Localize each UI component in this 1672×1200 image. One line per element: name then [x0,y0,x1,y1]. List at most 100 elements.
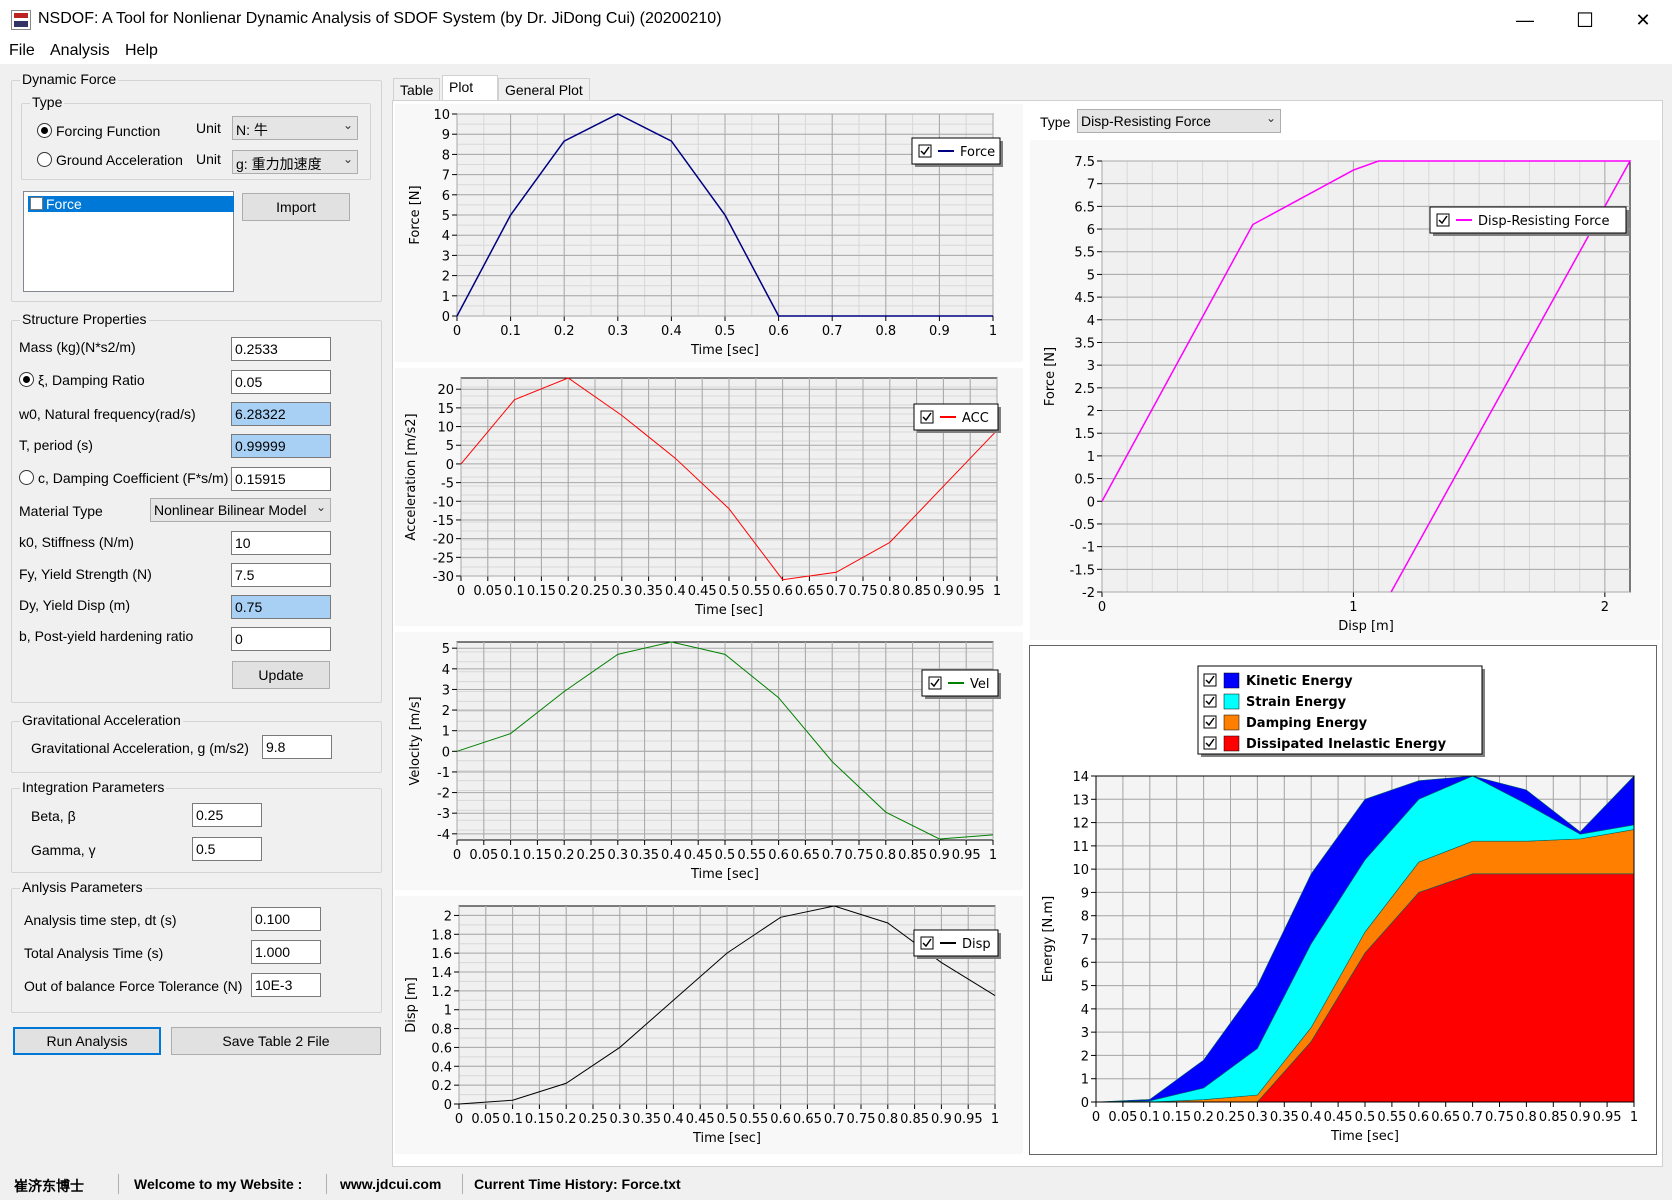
force-type-title: Type [30,94,65,110]
menu-file[interactable]: File [9,42,35,59]
hyst-svg: 0 1 2 -2 -1.5 -1 -0.5 0 0.5 1 1.5 2 2.5 3 3.5 4 4.5 5 5.5 6… [1043,155,1632,634]
forcing-function-radio[interactable] [37,123,52,138]
yield-strength-input[interactable]: 7.5 [231,563,331,587]
y-tick-label: 7 [1087,178,1095,193]
x-tick-label: 0.95 [956,584,985,599]
status-time-history: Current Time History: Force.txt [474,1176,681,1192]
plot-type-select[interactable]: Disp-Resisting Force ⌄ [1077,109,1281,133]
accel-unit-select[interactable]: g: 重力加速度 ⌄ [232,150,358,174]
check-icon [922,938,932,948]
damping-ratio-input[interactable]: 0.05 [231,370,331,394]
x-tick-label: 0.45 [688,584,717,599]
x-tick-label: 0.3 [609,1112,630,1127]
y-tick-label: 0.4 [431,1060,452,1075]
legend-box [1197,665,1483,755]
ground-acceleration-radio[interactable] [37,152,52,167]
material-type-select[interactable]: Nonlinear Bilinear Model ⌄ [150,498,331,522]
vel-series-line [456,641,994,840]
force-series-line [456,113,993,317]
x-tick-label: 0.8 [879,584,900,599]
x-tick-label: 0.9 [933,584,954,599]
damping-ratio-label: ξ, Damping Ratio [38,372,145,388]
tab-table[interactable]: Table [393,78,441,101]
y-tick-label: 4 [1081,1003,1089,1018]
integration-group: Integration Parameters [11,779,382,873]
x-tick-label: 0.8 [875,324,896,339]
legend-checkbox [918,144,932,158]
y-tick-label: 5 [442,642,450,657]
hysteresis-chart: 0 1 2 -2 -1.5 -1 -0.5 0 0.5 1 1.5 2 2.5 3 3.5 4 4.5 5 5.5 6… [1030,140,1660,640]
close-button[interactable]: ✕ [1635,9,1651,30]
acc-svg: 0 0.05 0.1 0.15 0.2 0.25 0.3 0.35 0.4 0.45 0.5 0.55… [404,377,1001,618]
x-tick-label: 0.65 [1431,1110,1460,1125]
yield-disp-input[interactable]: 0.75 [231,595,331,619]
x-tick-label: 0 [453,324,461,339]
y-tick-label: 20 [437,383,454,398]
save-table-button[interactable]: Save Table 2 File [171,1027,381,1055]
legend-checkbox [1203,736,1217,750]
legend-swatch [1223,714,1240,731]
y-tick-label: 5 [442,209,450,224]
y-tick-label: 5 [446,439,454,454]
x-tick-label: 0.5 [715,848,736,863]
minimize-button[interactable]: — [1516,9,1534,30]
tab-general-plot[interactable]: General Plot [498,78,590,101]
tab-plot[interactable]: Plot [442,75,498,101]
beta-input[interactable]: 0.25 [192,803,262,827]
disp-svg: 0 0.05 0.1 0.15 0.2 0.25 0.3 0.35 0.4 0.45 0.5 0.55… [404,905,1001,1146]
x-tick-label: 0 [1098,600,1106,615]
y-tick-label: 3 [1087,359,1095,374]
natural-frequency-input[interactable]: 6.28322 [231,402,331,426]
gravity-input[interactable]: 9.8 [262,735,332,759]
x-tick-label: 0.5 [719,584,740,599]
y-tick-label: 4 [442,229,450,244]
y-tick-label: 9 [442,128,450,143]
forcing-function-label: Forcing Function [56,123,161,139]
status-website[interactable]: www.jdcui.com [340,1176,442,1192]
tolerance-input[interactable]: 10E-3 [251,973,321,997]
y-tick-label: 1 [444,1004,452,1019]
hardening-ratio-input[interactable]: 0 [231,627,331,651]
y-tick-label: 2.5 [1074,382,1095,397]
x-tick-label: 0.35 [634,584,663,599]
time-history-list[interactable]: Force [23,191,234,292]
list-item-checkbox[interactable] [30,197,43,210]
x-tick-label: 0.3 [607,848,628,863]
force-type-group: Type [21,94,371,180]
maximize-button[interactable]: ☐ [1576,9,1594,32]
x-tick-label: 0.4 [1301,1110,1322,1125]
period-input[interactable]: 0.99999 [231,434,331,458]
period-label: T, period (s) [19,437,93,453]
damping-ratio-radio[interactable] [19,372,34,387]
list-item[interactable]: Force [28,196,234,212]
legend-swatch [1223,735,1240,752]
run-analysis-button[interactable]: Run Analysis [13,1027,161,1055]
y-tick-label: -30 [433,570,454,585]
y-tick-label: 4 [442,663,450,678]
stiffness-input[interactable]: 10 [231,531,331,555]
legend-label: Strain Energy [1246,695,1347,710]
y-tick-label: -25 [433,551,454,566]
gamma-label: Gamma, γ [31,842,96,858]
x-tick-label: 0.1 [1139,1110,1160,1125]
damping-coefficient-radio[interactable] [19,470,34,485]
total-time-input[interactable]: 1.000 [251,940,321,964]
legend: Disp-Resisting Force [1429,206,1629,236]
legend-label: Disp-Resisting Force [1478,214,1609,229]
y-tick-label: 8 [1081,910,1089,925]
menu-bar: File Analysis Help [0,40,1672,64]
gamma-input[interactable]: 0.5 [192,837,262,861]
mass-input[interactable]: 0.2533 [231,337,331,361]
force-unit-select[interactable]: N: 牛 ⌄ [232,116,358,140]
x-tick-label: 0 [457,584,465,599]
import-button[interactable]: Import [242,193,350,221]
x-tick-label: 0.1 [502,1112,523,1127]
menu-analysis[interactable]: Analysis [50,42,110,59]
damping-coefficient-input[interactable]: 0.15915 [231,467,331,491]
menu-help[interactable]: Help [125,42,158,59]
y-tick-label: -1 [1082,541,1095,556]
x-tick-label: 0.7 [822,848,843,863]
time-step-input[interactable]: 0.100 [251,907,321,931]
energy-chart: 0 0.05 0.1 0.15 0.2 0.25 0.3 0.35 0.4 0.45 0.5 0.55… [1029,645,1657,1155]
update-button[interactable]: Update [232,661,330,689]
